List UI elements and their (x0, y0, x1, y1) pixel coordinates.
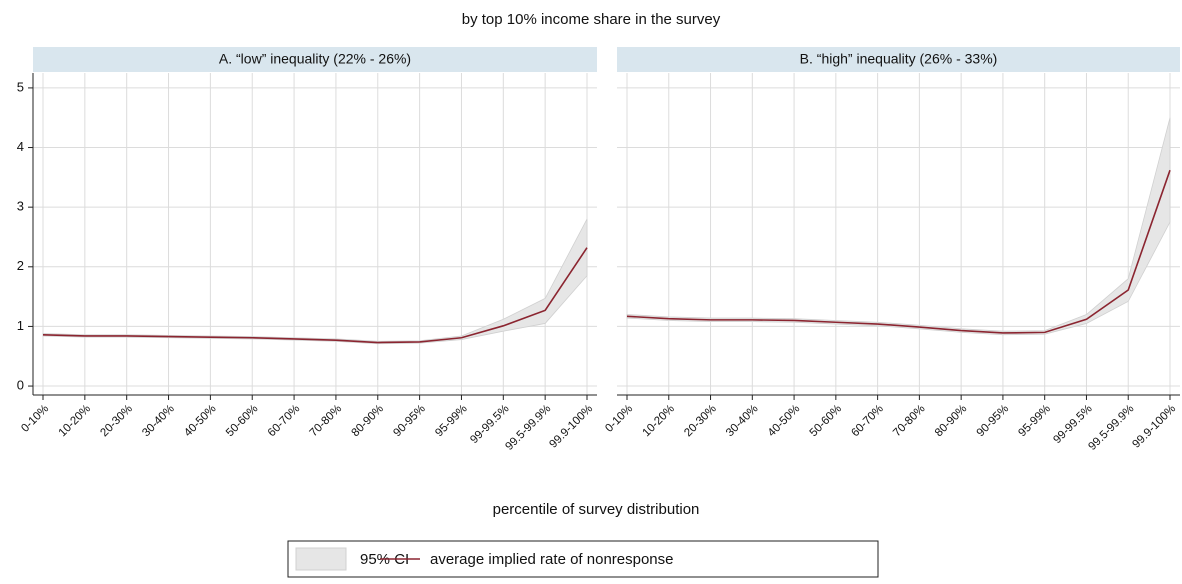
legend-swatch (295, 547, 347, 571)
x-tick-label: 90-95% (975, 403, 1012, 440)
panel-header (617, 47, 1180, 72)
ci-band (626, 117, 1171, 336)
x-tick-label: 50-60% (808, 403, 845, 440)
x-axis-label: percentile of survey distribution (493, 501, 700, 518)
x-tick-label: 70-80% (308, 403, 345, 440)
x-tick-label: 30-40% (724, 403, 761, 440)
x-tick-label: 80-90% (350, 403, 387, 440)
x-tick-label: 40-50% (182, 403, 219, 440)
x-tick-label: 99.5-99.9% (1086, 403, 1136, 453)
panel-title: B. “high” inequality (26% - 33%) (800, 51, 998, 67)
y-tick-label: 4 (17, 139, 24, 154)
figure-title: by top 10% income share in the survey (462, 11, 721, 28)
y-tick-label: 0 (17, 377, 24, 392)
y-tick-label: 2 (17, 258, 24, 273)
x-tick-label: 99-99.5% (1051, 403, 1094, 446)
x-tick-label: 99.5-99.9% (503, 403, 553, 453)
x-tick-label: 10-20% (641, 403, 678, 440)
x-tick-label: 40-50% (766, 403, 803, 440)
x-tick-label: 30-40% (140, 403, 177, 440)
x-tick-label: 99.9-100% (547, 403, 595, 451)
y-tick-label: 3 (17, 199, 24, 214)
line (42, 247, 588, 344)
panel-title: A. “low” inequality (22% - 26%) (219, 51, 411, 67)
x-tick-label: 95-99% (433, 403, 470, 440)
x-tick-label: 99.9-100% (1130, 403, 1178, 451)
x-tick-label: 0-10% (19, 403, 51, 435)
x-tick-label: 0-10% (603, 403, 635, 435)
line (626, 169, 1171, 334)
x-tick-label: 50-60% (224, 403, 261, 440)
x-tick-label: 99-99.5% (468, 403, 511, 446)
panel-header (33, 47, 597, 72)
legend-label: average implied rate of nonresponse (430, 551, 674, 568)
x-tick-label: 60-70% (266, 403, 303, 440)
x-tick-label: 60-70% (849, 403, 886, 440)
x-tick-label: 90-95% (391, 403, 428, 440)
y-tick-label: 1 (17, 318, 24, 333)
x-tick-label: 20-30% (98, 403, 135, 440)
x-tick-label: 80-90% (933, 403, 970, 440)
x-tick-label: 20-30% (682, 403, 719, 440)
x-tick-label: 95-99% (1016, 403, 1053, 440)
ci-band (42, 218, 588, 345)
y-tick-label: 5 (17, 79, 24, 94)
x-tick-label: 70-80% (891, 403, 928, 440)
x-tick-label: 10-20% (57, 403, 94, 440)
